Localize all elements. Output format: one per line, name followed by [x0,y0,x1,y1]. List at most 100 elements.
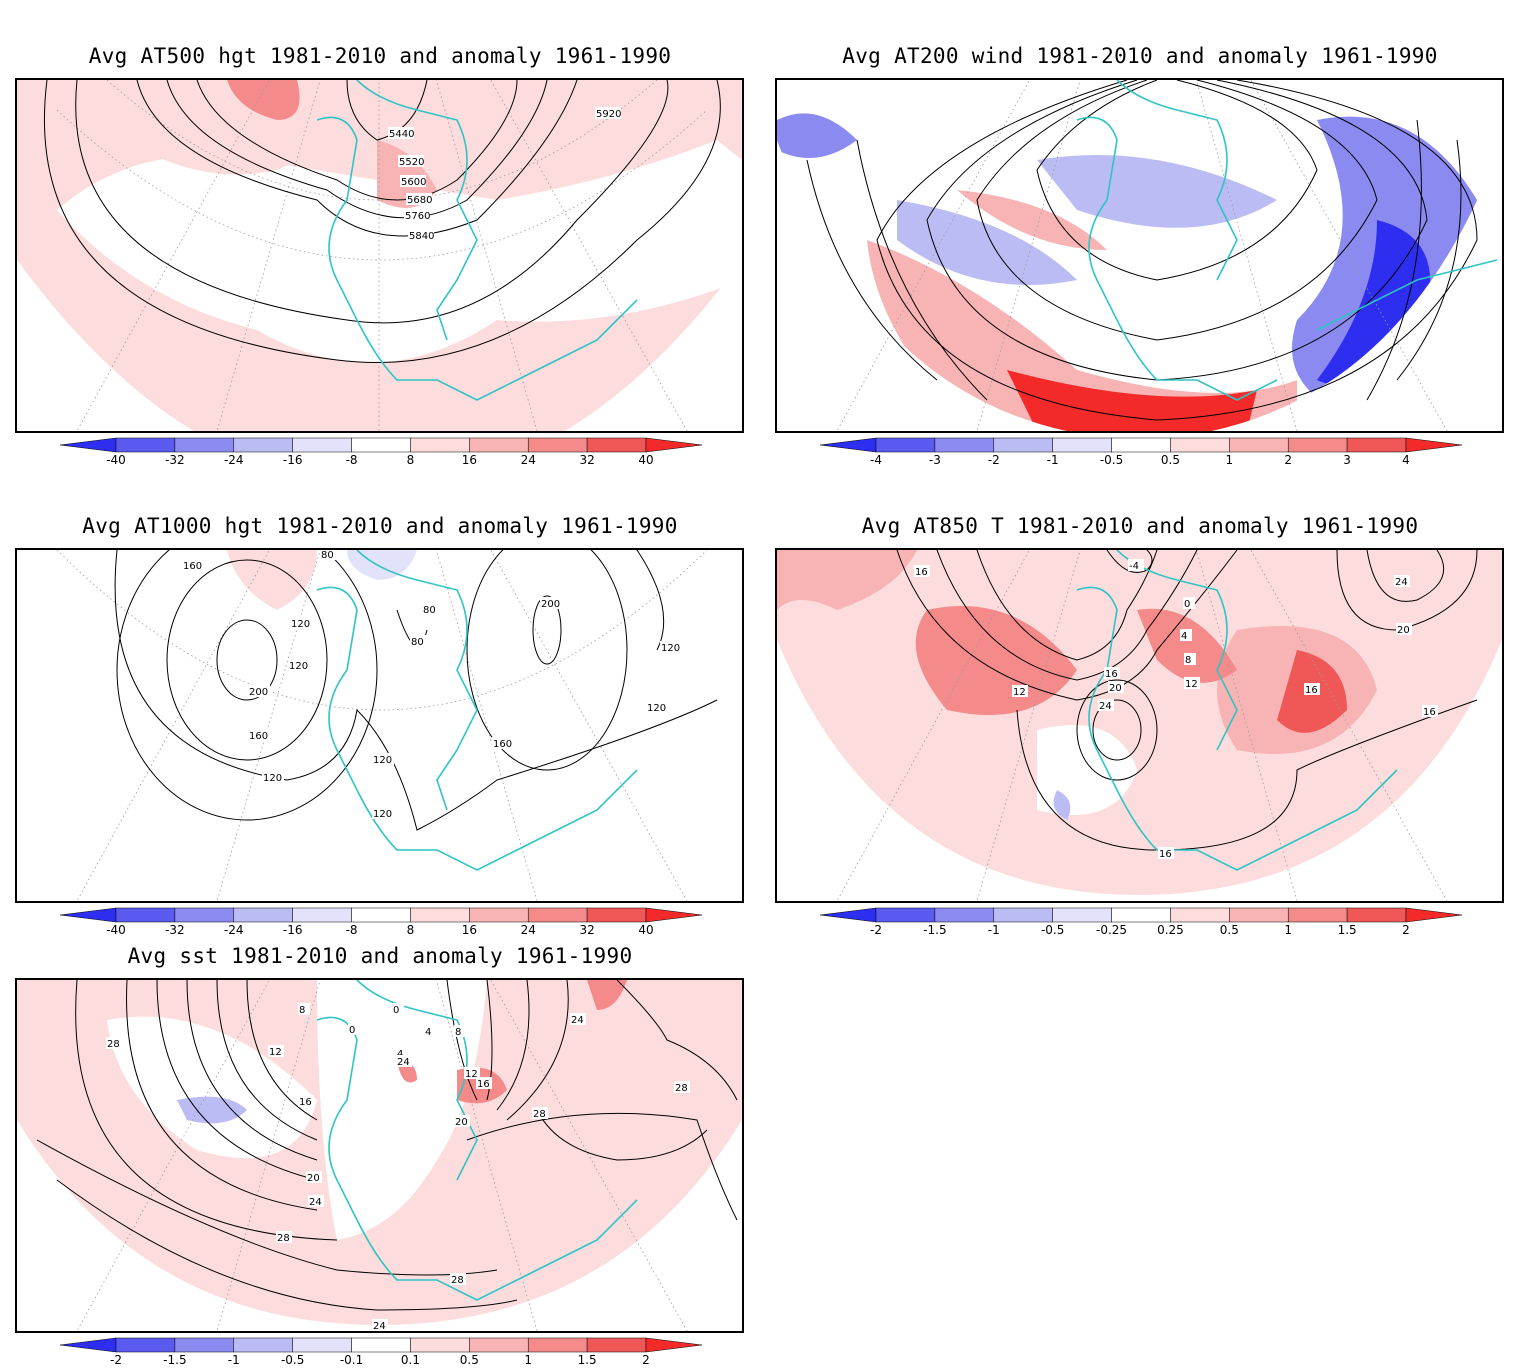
svg-text:0: 0 [349,1025,355,1036]
colorbar-segment [351,1337,411,1353]
colorbar-segment [469,437,529,453]
contour-label: 160 [492,737,514,750]
contour-label: 5920 [595,107,621,120]
contour-label: 28 [276,1231,292,1244]
svg-text:4: 4 [1181,631,1187,642]
colorbar-arrow-left [59,437,117,453]
colorbar-segment [115,1337,176,1353]
contour-label: 120 [290,617,312,630]
colorbar-segment [469,1337,529,1353]
anomaly-neg [777,113,857,158]
panel-at200: Avg AT200 wind 1981-2010 and anomaly 196… [760,0,1520,470]
contour-label: 0 [348,1023,360,1036]
colorbar-segment [1346,437,1407,453]
colorbar-segment [527,437,588,453]
svg-text:120: 120 [647,703,666,714]
contour-label: 24 [1394,575,1410,588]
svg-text:16: 16 [1305,685,1318,696]
anomaly-pos [227,550,317,610]
contour-label: 120 [660,641,682,654]
svg-text:8: 8 [455,1027,461,1038]
colorbar-tick-label: 0.1 [401,1353,420,1367]
colorbar-arrow-left [819,907,877,923]
colorbar-tick-label: 8 [407,453,415,467]
svg-text:80: 80 [411,637,424,648]
contour-lines [114,550,718,831]
map-area: 28 8 12 16 20 24 28 0 0 4 8 4 24 12 16 2… [15,978,744,1333]
anomaly-pos-strong [1137,608,1237,683]
anomaly-neutral [317,980,487,1240]
colorbar-tick-label: -40 [106,453,126,467]
colorbar-tick-label: -2 [870,923,882,937]
map-svg: 80 160 200 120 80 80 200 120 120 160 120… [17,550,742,901]
svg-text:12: 12 [465,1069,478,1080]
contour-label: -4 [1128,559,1144,572]
svg-text:200: 200 [249,687,268,698]
coastlines [316,550,638,871]
anomaly-pos [97,97,322,175]
svg-text:4: 4 [425,1027,431,1038]
contour-label: 5600 [400,175,426,188]
contour-label: 16 [1158,847,1174,860]
contour-label: 28 [106,1037,122,1050]
contour-label: 8 [1184,653,1196,666]
colorbar-tick-label: -0.25 [1096,923,1127,937]
svg-text:24: 24 [1395,577,1408,588]
svg-text:24: 24 [309,1197,322,1208]
svg-text:8: 8 [299,1005,305,1016]
anomaly-pos-strong [587,980,627,1010]
colorbar-tick-label: 16 [462,923,477,937]
colorbar-tick-label: 0.5 [460,1353,479,1367]
svg-text:0: 0 [1184,599,1190,610]
colorbar-tick-label: 2 [642,1353,650,1367]
colorbar-tick-label: 4 [1402,453,1410,467]
contour-label: 24 [1098,699,1114,712]
svg-text:5840: 5840 [409,231,434,242]
colorbar-tick-label: -1 [1047,453,1059,467]
svg-text:20: 20 [1397,625,1410,636]
colorbar-arrow-left [819,437,877,453]
colorbar-segment [174,1337,235,1353]
colorbar-tick-label: 0.5 [1161,453,1180,467]
colorbar-segment [410,437,470,453]
anomaly-neutral [1037,725,1137,815]
contour-label: 8 [298,1003,310,1016]
contour-label: 5440 [388,127,414,140]
svg-text:5680: 5680 [407,195,432,206]
contour-label: 20 [454,1115,470,1128]
contour-label: 80 [410,635,426,648]
contour-label: 16 [1104,667,1120,680]
colorbar-tick-label: 24 [521,923,536,937]
graticule [56,80,708,431]
colorbar-tick-label: -1 [228,1353,240,1367]
contour-label: 20 [306,1171,322,1184]
colorbar-tick-label: -0.5 [281,1353,304,1367]
contour-lines [36,980,738,1311]
colorbar-tick-label: -2 [110,1353,122,1367]
anomaly-pos-strong [915,606,1077,715]
contour-label: 16 [1422,705,1438,718]
contour-label: 200 [540,597,562,610]
colorbar-tick-label: -1.5 [923,923,946,937]
anomaly-pos [377,140,437,208]
colorbar-segment [1052,907,1112,923]
map-svg: 28 8 12 16 20 24 28 0 0 4 8 4 24 12 16 2… [17,980,742,1331]
svg-text:28: 28 [451,1275,464,1286]
svg-text:16: 16 [1423,707,1436,718]
svg-text:160: 160 [183,561,202,572]
svg-text:5440: 5440 [389,129,414,140]
contour-label: 12 [268,1045,284,1058]
colorbar-segment [1111,907,1171,923]
contour-label: 0 [1183,597,1195,610]
colorbar-tick-label: -24 [224,453,244,467]
colorbar-segment [410,1337,470,1353]
colorbar-svg: -40 -32 -24 -16 -8 8 16 24 32 40 [59,437,703,467]
contour-labels: 80 160 200 120 80 80 200 120 120 160 120… [182,550,682,820]
svg-text:5760: 5760 [405,211,430,222]
svg-text:16: 16 [477,1079,490,1090]
anomaly-pos [867,240,1297,431]
colorbar-tick-label: 24 [521,453,536,467]
contour-label: 16 [298,1095,314,1108]
map-area [775,78,1504,433]
colorbar-tick-label: -40 [106,923,126,937]
